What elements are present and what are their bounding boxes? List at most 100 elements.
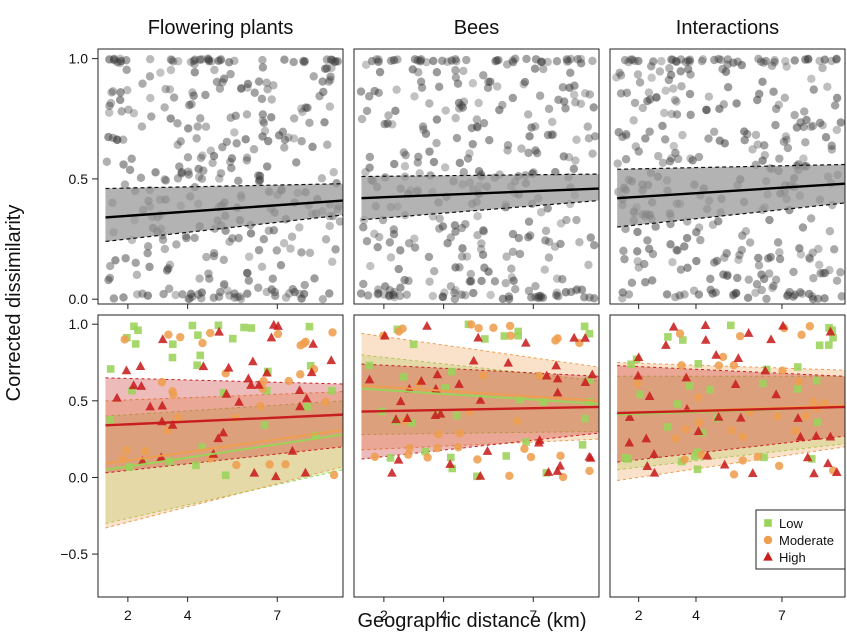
data-point <box>295 223 304 232</box>
data-point <box>257 94 267 104</box>
data-point-low <box>247 324 256 332</box>
data-point-high <box>580 377 591 386</box>
data-point <box>472 115 482 124</box>
trend-line-high <box>105 413 343 427</box>
data-point <box>278 127 288 137</box>
data-point <box>640 259 649 269</box>
trend-line <box>617 182 845 200</box>
data-point <box>556 239 565 249</box>
data-point <box>534 291 544 301</box>
data-point <box>459 97 469 106</box>
data-point <box>184 124 193 133</box>
data-point-low <box>473 472 481 481</box>
data-point <box>102 157 112 166</box>
data-point <box>111 256 120 265</box>
data-point <box>227 163 236 173</box>
data-point <box>138 79 147 88</box>
data-point-high <box>218 427 229 437</box>
data-point <box>410 92 419 101</box>
data-point <box>622 88 632 98</box>
data-point <box>643 96 652 106</box>
data-point <box>389 290 398 300</box>
data-point <box>438 222 448 231</box>
trend-line <box>361 187 599 200</box>
data-point <box>644 88 654 97</box>
data-point-high <box>145 401 155 411</box>
data-point <box>432 68 442 77</box>
data-point <box>209 293 219 302</box>
data-point <box>821 268 830 278</box>
panel-frame <box>353 314 600 598</box>
data-point <box>384 292 394 301</box>
data-point <box>331 245 340 254</box>
data-point-low <box>198 443 207 451</box>
data-point-high <box>624 437 635 447</box>
data-point <box>808 294 818 304</box>
data-point <box>571 156 580 165</box>
data-point <box>389 225 398 234</box>
data-point <box>172 240 181 249</box>
data-point <box>324 77 334 86</box>
data-point-low <box>673 400 682 408</box>
data-point <box>704 92 714 101</box>
data-point <box>220 279 229 289</box>
data-point <box>809 273 818 283</box>
data-point <box>722 249 731 258</box>
data-point <box>682 233 692 243</box>
data-point <box>757 285 766 295</box>
data-point-low <box>726 321 735 330</box>
data-point <box>400 162 410 171</box>
data-point <box>818 63 827 73</box>
data-point-high <box>534 435 545 444</box>
data-point <box>511 285 520 294</box>
data-point-low <box>303 403 312 411</box>
data-point <box>125 165 135 175</box>
data-point-moderate <box>675 329 685 338</box>
data-point <box>250 88 259 97</box>
data-point <box>808 121 818 131</box>
upper-bound-line <box>105 377 343 385</box>
data-point-moderate <box>489 323 498 333</box>
data-point <box>534 293 543 303</box>
data-point-low <box>829 333 837 342</box>
data-point <box>823 82 832 92</box>
data-point-high <box>552 466 563 475</box>
data-point <box>479 227 489 236</box>
data-point <box>166 114 175 123</box>
data-point-low <box>441 383 450 392</box>
data-point <box>370 86 379 96</box>
data-point <box>626 55 635 64</box>
data-point <box>620 55 630 65</box>
lower-bound-line <box>105 466 343 529</box>
data-point <box>706 285 715 295</box>
data-point <box>508 93 518 103</box>
data-point <box>795 244 804 253</box>
data-point <box>119 293 128 302</box>
panel-title: Flowering plants <box>148 17 294 39</box>
data-point <box>454 98 464 108</box>
data-point-low <box>794 385 802 393</box>
data-point <box>396 246 405 255</box>
data-point <box>167 55 176 65</box>
data-point <box>508 56 517 65</box>
data-point <box>258 132 267 141</box>
data-point-high <box>661 340 671 349</box>
data-point-moderate <box>164 330 173 339</box>
data-point <box>474 167 484 176</box>
data-point <box>242 153 252 162</box>
data-point <box>564 56 573 66</box>
data-point <box>683 263 692 272</box>
data-point <box>751 130 761 140</box>
trend-line-low <box>105 433 343 471</box>
data-point <box>694 290 704 299</box>
data-point-high <box>249 467 260 477</box>
data-point-moderate <box>479 371 488 380</box>
data-point-high <box>633 370 643 380</box>
data-point <box>210 65 219 75</box>
data-point <box>259 234 269 244</box>
data-point-moderate <box>473 455 482 464</box>
data-point <box>773 238 783 247</box>
confidence-band-moderate <box>617 362 845 481</box>
data-point <box>556 219 566 228</box>
data-point <box>386 253 396 262</box>
